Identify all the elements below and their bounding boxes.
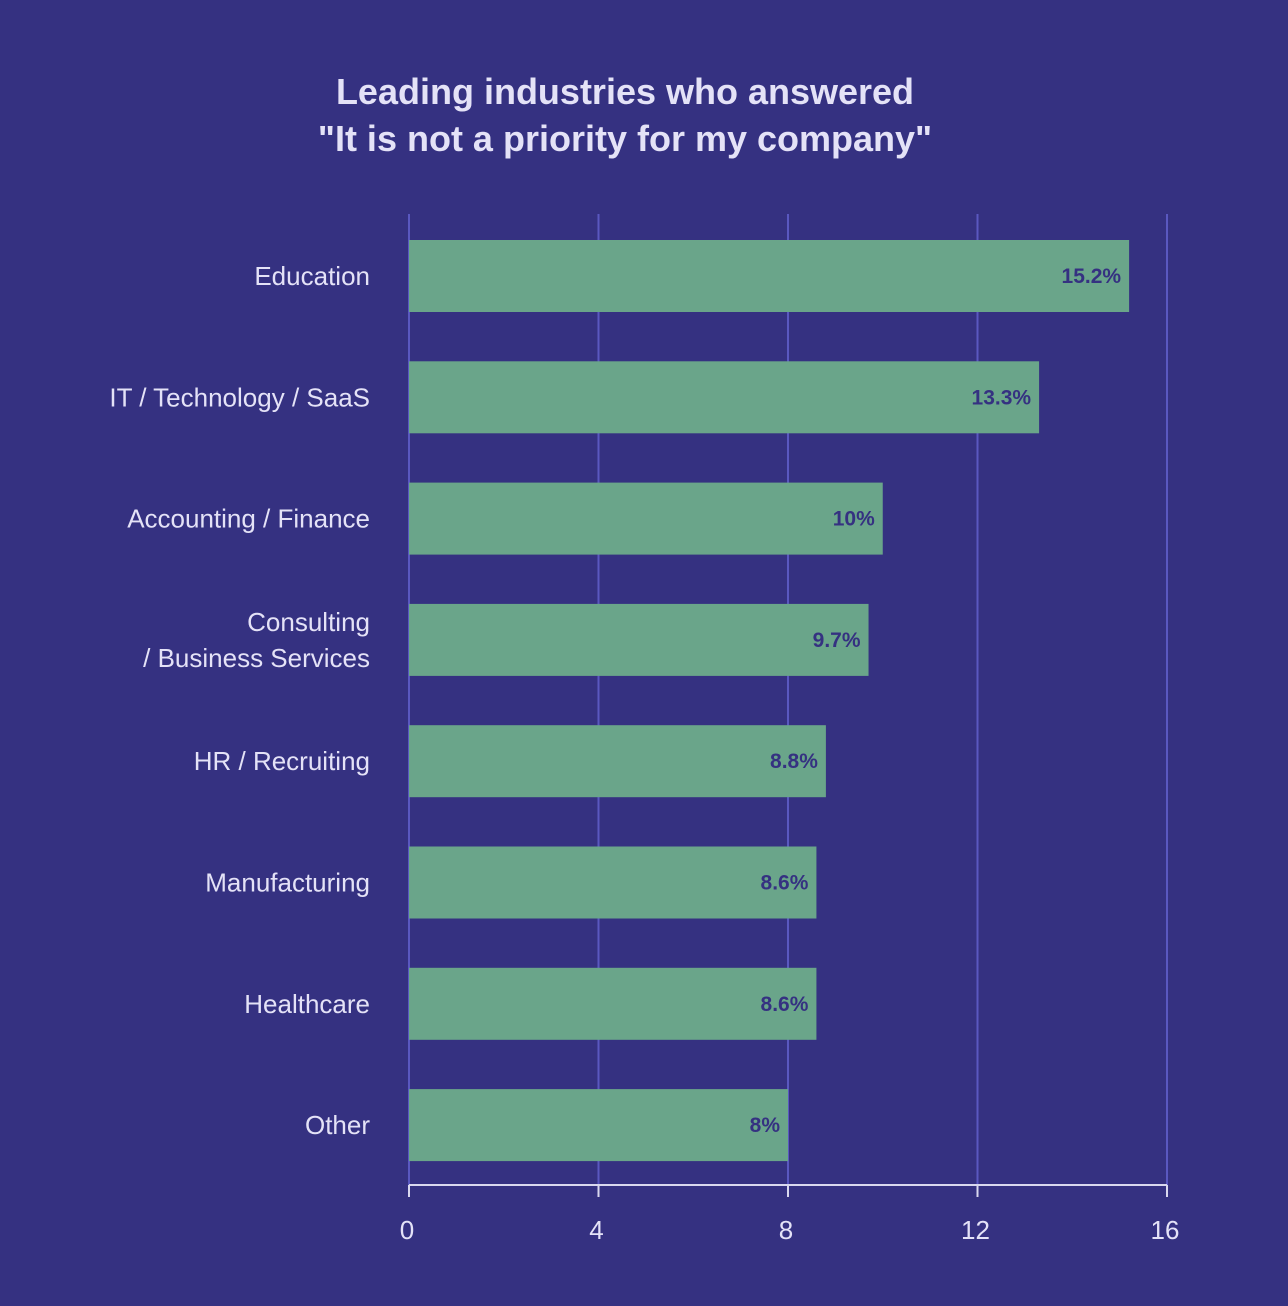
data-label: 8.6% <box>761 993 809 1016</box>
data-label: 10% <box>833 508 875 531</box>
category-label: IT / Technology / SaaS <box>109 382 370 412</box>
bar <box>409 482 883 555</box>
bar <box>409 1089 788 1162</box>
bar <box>409 240 1130 312</box>
bar <box>409 725 826 798</box>
category-label: Manufacturing <box>205 868 370 898</box>
data-label: 8.6% <box>761 872 809 895</box>
data-label: 8% <box>750 1114 781 1137</box>
data-label: 15.2% <box>1062 265 1122 288</box>
data-label: 9.7% <box>813 629 861 652</box>
category-label: / Business Services <box>143 643 370 673</box>
x-tick-label: 16 <box>1151 1215 1180 1245</box>
category-label: Other <box>305 1110 370 1140</box>
category-label: HR / Recruiting <box>194 746 370 776</box>
category-label: Consulting <box>247 607 370 637</box>
data-label: 8.8% <box>770 750 818 773</box>
bar <box>409 846 817 919</box>
data-label: 13.3% <box>972 386 1032 409</box>
category-label: Education <box>254 261 370 291</box>
chart-title: Leading industries who answered "It is n… <box>317 71 933 159</box>
x-tick-label: 0 <box>400 1215 414 1245</box>
x-tick-label: 4 <box>589 1215 603 1245</box>
category-label: Accounting / Finance <box>127 504 370 534</box>
x-tick-label: 12 <box>961 1215 990 1245</box>
category-label: Healthcare <box>244 989 370 1019</box>
bar <box>409 967 817 1040</box>
bar <box>409 603 869 676</box>
x-tick-label: 8 <box>779 1215 793 1245</box>
bar <box>409 361 1040 434</box>
